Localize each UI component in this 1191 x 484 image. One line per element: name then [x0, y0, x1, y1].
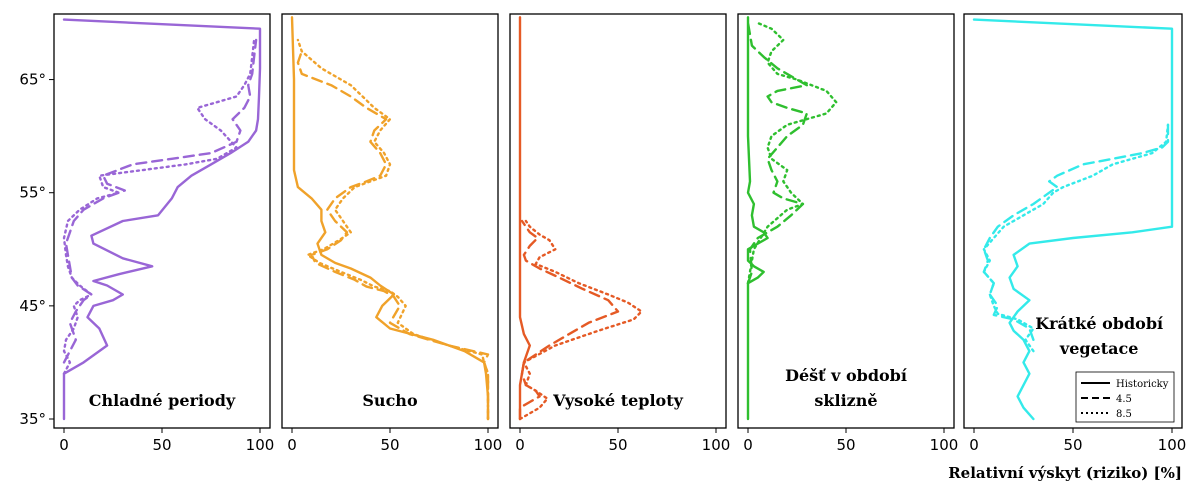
y-tick-label: 35°: [19, 410, 46, 428]
panel-frame-1: [53, 13, 271, 429]
series-line-solid: [62, 18, 262, 421]
legend-label: Historicky: [1116, 379, 1169, 390]
panel-frame-2: [281, 13, 499, 429]
legend-label: 8.5: [1116, 409, 1132, 420]
panel-label: Vysoké teploty: [552, 391, 683, 410]
x-tick-label: 100: [474, 436, 503, 454]
x-tick-label: 100: [930, 436, 959, 454]
series-line-dotted: [982, 123, 1170, 353]
x-tick-label: 0: [743, 436, 753, 454]
y-tick-label: 55°: [19, 184, 46, 202]
series-line-dashed: [982, 123, 1170, 341]
panel-label: vegetace: [1059, 339, 1139, 358]
x-tick-label: 50: [1063, 436, 1082, 454]
panel-label: sklizně: [814, 391, 877, 410]
series-line-solid: [290, 16, 490, 421]
y-tick-label: 45°: [19, 297, 46, 315]
series-line-solid: [972, 18, 1174, 421]
panel-frame-3: [509, 13, 727, 429]
x-tick-label: 50: [380, 436, 399, 454]
panel-frame-5: [963, 13, 1183, 429]
series-line-dotted: [296, 38, 490, 421]
series-line-dashed: [296, 50, 490, 421]
series-line-dashed: [518, 219, 620, 421]
x-tick-label: 50: [152, 436, 171, 454]
panel-label: Déšť v období: [785, 366, 907, 385]
series-line-solid: [518, 16, 531, 421]
series-line-solid: [746, 16, 769, 421]
x-tick-label: 50: [608, 436, 627, 454]
series-line-dotted: [746, 21, 838, 285]
series-line-dotted: [518, 219, 643, 421]
panel-label: Krátké období: [1035, 314, 1163, 333]
legend-label: 4.5: [1116, 394, 1132, 405]
x-tick-label: 0: [969, 436, 979, 454]
series-line-dotted: [62, 38, 256, 375]
panel-label: Sucho: [362, 391, 418, 410]
y-tick-label: 65°: [19, 71, 46, 89]
x-tick-label: 0: [59, 436, 69, 454]
x-tick-label: 100: [246, 436, 275, 454]
x-tick-label: 50: [836, 436, 855, 454]
x-tick-label: 100: [702, 436, 731, 454]
x-tick-label: 0: [287, 436, 297, 454]
x-axis-title: Relativní výskyt (riziko) [%]: [948, 464, 1182, 482]
panel-label: Chladné periody: [89, 391, 236, 410]
x-tick-label: 100: [1158, 436, 1187, 454]
x-tick-label: 0: [515, 436, 525, 454]
